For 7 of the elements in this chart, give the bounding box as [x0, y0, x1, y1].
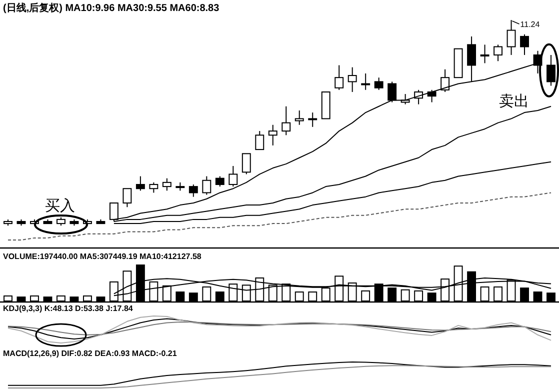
annotation: 卖出 — [499, 92, 529, 110]
annotation: 11.24 — [520, 20, 540, 29]
chart-title: MACD(12,26,9) DIF:0.82 DEA:0.93 MACD:-0.21 — [3, 349, 178, 358]
chart-title: (日线,后复权) MA10:9.96 MA30:9.55 MA60:8.83 — [3, 2, 220, 14]
annotation: 买入 — [44, 196, 75, 215]
chart-title: VOLUME:197440.00 MA5:307449.19 MA10:412127.58 — [3, 252, 202, 261]
chart-title: KDJ(9,3,3) K:48.13 D:53.38 J:17.84 — [3, 304, 134, 313]
